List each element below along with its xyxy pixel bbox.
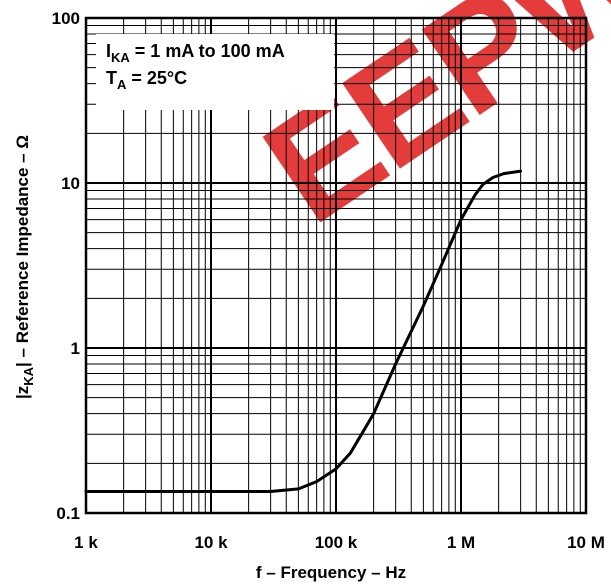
- y-tick-labels: 100 10 1 0.1: [52, 9, 80, 523]
- impedance-curve: [84, 169, 523, 493]
- legend-line-current: IKA = 1 mA to 100 mA: [106, 41, 285, 65]
- legend-line-temperature: TA = 25°C: [106, 68, 187, 92]
- x-tick-label: 10 k: [194, 533, 228, 552]
- y-tick-label: 1: [71, 339, 80, 358]
- y-tick-label: 0.1: [56, 504, 80, 523]
- x-axis-label: f – Frequency – Hz: [256, 563, 406, 582]
- x-tick-label: 1 M: [447, 533, 475, 552]
- x-tick-label: 100 k: [315, 533, 358, 552]
- y-tick-label: 10: [61, 174, 80, 193]
- legend-box: [96, 34, 334, 110]
- x-tick-label: 10 M: [567, 533, 605, 552]
- plot-frame: [84, 16, 588, 515]
- x-tick-label: 1 k: [74, 533, 98, 552]
- y-axis-label: |zKA| – Reference Impedance – Ω: [13, 135, 36, 399]
- x-tick-labels: 1 k 10 k 100 k 1 M 10 M: [74, 533, 605, 552]
- y-tick-label: 100: [52, 9, 80, 28]
